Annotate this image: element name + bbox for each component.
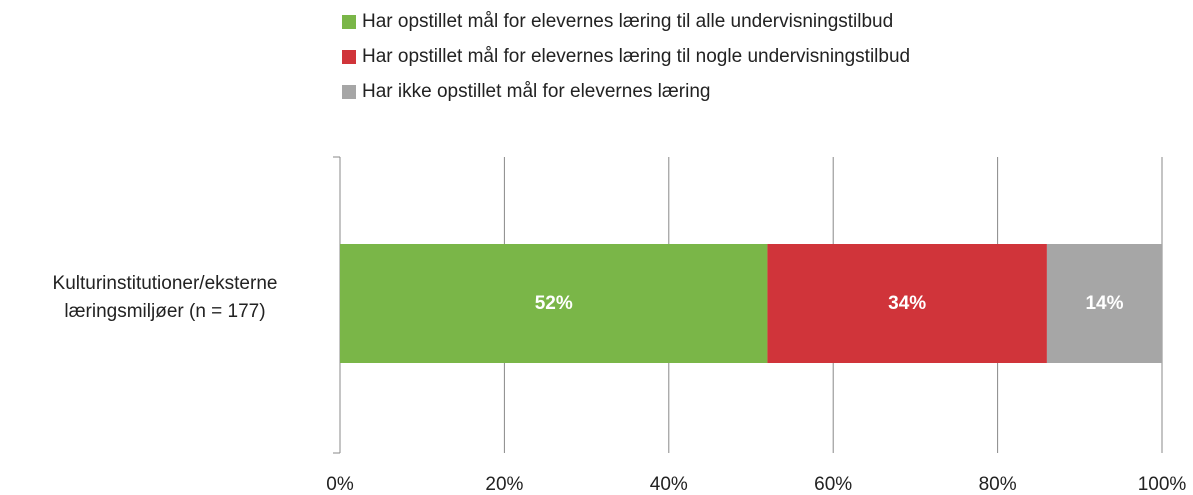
legend-label: Har ikke opstillet mål for elevernes lær… [362, 81, 710, 102]
legend-label: Har opstillet mål for elevernes læring t… [362, 11, 893, 32]
category-label: Kulturinstitutioner/eksterne læringsmilj… [52, 273, 278, 322]
data-label: 34% [888, 293, 926, 314]
x-tick-label: 60% [814, 474, 852, 495]
data-label: 52% [535, 293, 573, 314]
bar-segment [767, 244, 1047, 363]
data-label: 14% [1085, 293, 1123, 314]
x-tick-label: 80% [979, 474, 1017, 495]
x-tick-label: 0% [326, 474, 354, 495]
legend-swatch [342, 15, 356, 29]
x-tick-label: 100% [1138, 474, 1187, 495]
bar-segment [1046, 244, 1162, 363]
legend-swatch [342, 85, 356, 99]
bar-segment [340, 244, 768, 363]
x-tick-label: 40% [650, 474, 688, 495]
legend-label: Har opstillet mål for elevernes læring t… [362, 46, 910, 67]
legend-swatch [342, 50, 356, 64]
x-tick-label: 20% [485, 474, 523, 495]
